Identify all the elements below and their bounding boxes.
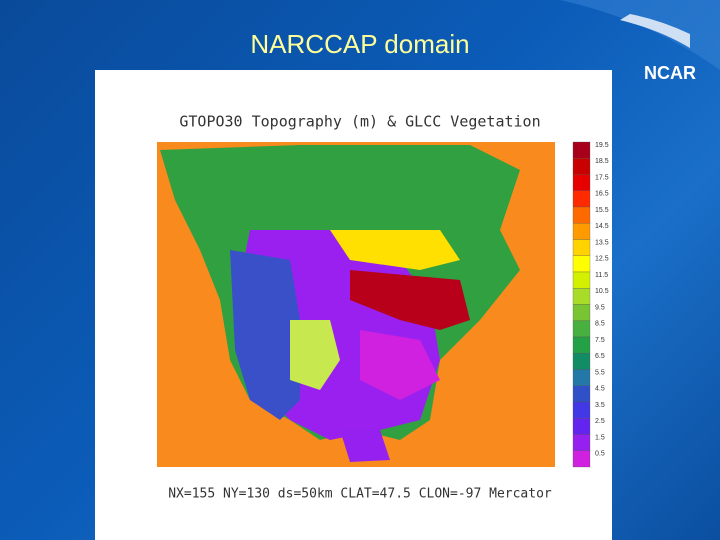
- colorbar-cell: [572, 255, 591, 273]
- colorbar-label: 13.5: [595, 239, 609, 246]
- colorbar-label: 7.5: [595, 337, 605, 344]
- logo-mark: [620, 14, 690, 48]
- colorbar-label: 8.5: [595, 321, 605, 328]
- colorbar-cell: [572, 336, 591, 354]
- colorbar-label: 2.5: [595, 418, 605, 425]
- colorbar-label: 1.5: [595, 434, 605, 441]
- land-mexico: [340, 430, 390, 462]
- colorbar-label: 18.5: [595, 158, 609, 165]
- colorbar-cell: [572, 141, 591, 159]
- colorbar-cell: [572, 418, 591, 435]
- colorbar-label: 9.5: [595, 304, 605, 311]
- colorbar-cell: [572, 206, 591, 224]
- colorbar-label: 19.5: [595, 142, 609, 149]
- colorbar-cell: [572, 271, 591, 289]
- colorbar-cell: [572, 174, 591, 191]
- colorbar: 19.5 18.5 17.5 16.5 15.5 14.5 13.5 12.5 11.5 10.5…: [572, 141, 609, 468]
- land-lakes: [350, 270, 470, 330]
- swoosh: [560, 0, 720, 70]
- land-west: [230, 250, 300, 420]
- colorbar-cell: [572, 190, 591, 208]
- colorbar-label: 3.5: [595, 402, 605, 409]
- colorbar-cell: [572, 353, 591, 370]
- land-south: [360, 330, 440, 400]
- colorbar-cell: [572, 304, 591, 321]
- colorbar-label: 6.5: [595, 353, 605, 360]
- land-boreal: [330, 230, 460, 270]
- figure-title: GTOPO30 Topography (m) & GLCC Vegetation: [179, 113, 540, 131]
- colorbar-cell: [572, 434, 591, 451]
- colorbar-label: 0.5: [595, 451, 605, 458]
- colorbar-cell: [572, 320, 591, 338]
- colorbar-label: 12.5: [595, 256, 609, 263]
- colorbar-label: 16.5: [595, 191, 609, 198]
- colorbar-label: 15.5: [595, 207, 609, 214]
- colorbar-cell: [572, 450, 591, 468]
- colorbar-label: 14.5: [595, 223, 609, 230]
- colorbar-label: 4.5: [595, 386, 605, 393]
- land-plateau: [290, 320, 340, 390]
- colorbar-label: 10.5: [595, 288, 609, 295]
- colorbar-cell: [572, 223, 591, 240]
- colorbar-label: 11.5: [595, 272, 608, 279]
- colorbar-cell: [572, 385, 591, 403]
- figure-footer: NX=155 NY=130 ds=50km CLAT=47.5 CLON=-97…: [168, 487, 552, 502]
- colorbar-cell: [572, 369, 591, 386]
- slide-title: NARCCAP domain: [250, 29, 469, 59]
- colorbar-label: 17.5: [595, 174, 609, 181]
- logo: NCAR: [644, 63, 696, 83]
- colorbar-cell: [572, 288, 591, 305]
- colorbar-cell: [572, 158, 591, 175]
- colorbar-label: 5.5: [595, 369, 605, 376]
- colorbar-cell: [572, 401, 591, 419]
- colorbar-cell: [572, 239, 591, 256]
- map: [157, 142, 555, 467]
